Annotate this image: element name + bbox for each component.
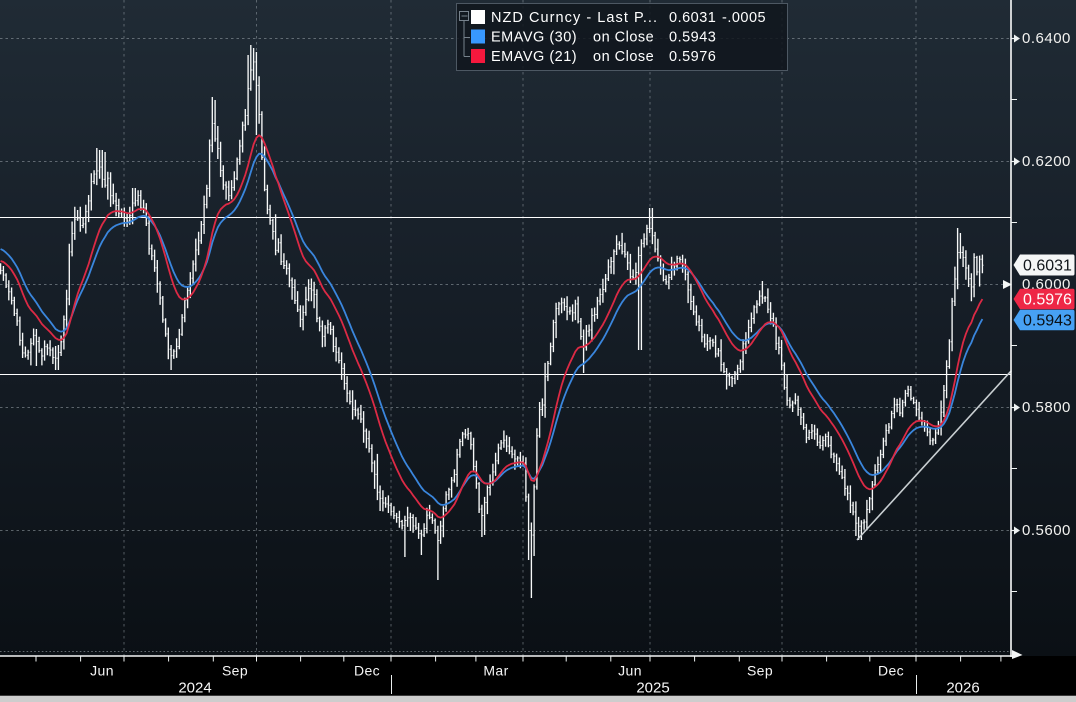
svg-text:0.5943: 0.5943: [669, 30, 716, 46]
svg-text:0.6031: 0.6031: [1023, 258, 1072, 275]
svg-text:Dec: Dec: [354, 663, 380, 679]
svg-text:0.5943: 0.5943: [1023, 313, 1072, 330]
svg-text:Jun: Jun: [618, 663, 642, 679]
svg-text:Mar: Mar: [483, 663, 508, 679]
svg-text:0.6000: 0.6000: [1022, 276, 1071, 293]
svg-text:2025: 2025: [636, 680, 669, 697]
svg-text:0.5600: 0.5600: [1022, 522, 1071, 539]
svg-text:EMAVG (30): EMAVG (30): [491, 30, 577, 46]
svg-text:0.5800: 0.5800: [1022, 399, 1071, 416]
svg-text:0.6031: 0.6031: [669, 10, 716, 26]
svg-text:on Close: on Close: [593, 49, 654, 65]
svg-text:2024: 2024: [178, 680, 211, 697]
svg-text:Sep: Sep: [222, 663, 248, 679]
svg-text:-.0005: -.0005: [722, 10, 766, 26]
svg-text:NZD Curncy - Last P...: NZD Curncy - Last P...: [491, 10, 658, 26]
svg-text:0.5976: 0.5976: [669, 49, 716, 65]
svg-text:on Close: on Close: [593, 30, 654, 46]
svg-text:Jun: Jun: [90, 663, 114, 679]
svg-text:EMAVG (21): EMAVG (21): [491, 49, 577, 65]
svg-text:0.6400: 0.6400: [1022, 30, 1071, 47]
svg-text:Dec: Dec: [878, 663, 904, 679]
svg-text:0.6200: 0.6200: [1022, 153, 1071, 170]
svg-text:Sep: Sep: [747, 663, 773, 679]
svg-text:0.5976: 0.5976: [1023, 292, 1072, 309]
svg-text:2026: 2026: [946, 680, 979, 697]
